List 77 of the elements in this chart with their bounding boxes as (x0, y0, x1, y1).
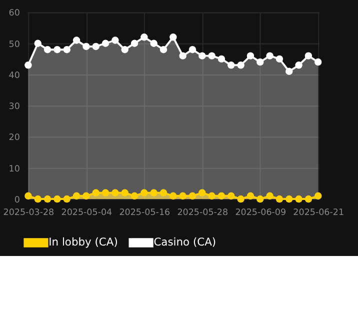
point (34, 195, 42, 203)
point (160, 46, 168, 54)
legend-label: In lobby (CA) (48, 236, 118, 249)
point (121, 46, 128, 54)
point (112, 36, 119, 44)
y-tick-label: 10 (8, 164, 20, 174)
point (276, 195, 284, 203)
y-tick-label: 30 (8, 102, 20, 112)
point (198, 189, 206, 196)
point (179, 52, 186, 60)
point (208, 192, 216, 200)
point (256, 195, 264, 203)
y-tick-label: 20 (8, 133, 20, 144)
point (102, 189, 110, 196)
point (54, 195, 61, 203)
point (266, 52, 274, 60)
x-tick-label: 2025-06-21 (293, 208, 344, 218)
point (63, 46, 70, 54)
point (208, 52, 216, 60)
point (246, 192, 254, 200)
point (54, 46, 61, 54)
point (160, 189, 168, 196)
y-tick-label: 60 (8, 8, 20, 19)
point (170, 192, 177, 200)
point (304, 52, 312, 60)
x-tick-label: 2025-05-16 (119, 208, 171, 218)
x-tick-label: 2025-06-09 (235, 208, 286, 218)
point (295, 62, 302, 69)
point (228, 62, 235, 69)
point (72, 36, 80, 44)
point (82, 192, 90, 200)
y-tick-label: 50 (8, 40, 20, 50)
point (170, 34, 177, 41)
point (140, 189, 148, 196)
point (130, 192, 138, 200)
point (286, 68, 293, 75)
legend-label: Casino (CA) (154, 236, 216, 249)
point (188, 192, 196, 200)
point (34, 40, 42, 47)
y-tick-label: 0 (14, 195, 20, 206)
point (266, 192, 274, 200)
point (314, 192, 322, 200)
point (286, 195, 293, 203)
point (276, 55, 284, 63)
point (130, 40, 138, 47)
point (92, 42, 100, 50)
point (150, 40, 158, 47)
point (295, 195, 302, 203)
point (179, 192, 186, 200)
point (112, 189, 119, 196)
point (44, 195, 52, 203)
point (24, 192, 32, 200)
y-tick-label: 40 (8, 70, 20, 81)
point (121, 189, 128, 196)
point (82, 42, 90, 50)
point (24, 62, 32, 69)
point (92, 189, 100, 196)
point (304, 195, 312, 203)
point (198, 52, 206, 60)
point (228, 192, 235, 200)
x-tick-label: 2025-05-04 (61, 208, 113, 218)
point (237, 62, 244, 69)
point (314, 58, 322, 66)
point (72, 192, 80, 200)
point (218, 55, 226, 63)
point (150, 189, 158, 196)
point (102, 40, 110, 47)
point (218, 192, 226, 200)
point (44, 46, 52, 54)
x-tick-label: 2025-03-28 (3, 208, 54, 218)
x-tick-label: 2025-05-28 (177, 208, 228, 218)
point (63, 195, 70, 203)
point (188, 46, 196, 54)
point (140, 34, 148, 41)
point (246, 52, 254, 60)
point (256, 58, 264, 66)
point (237, 195, 244, 203)
